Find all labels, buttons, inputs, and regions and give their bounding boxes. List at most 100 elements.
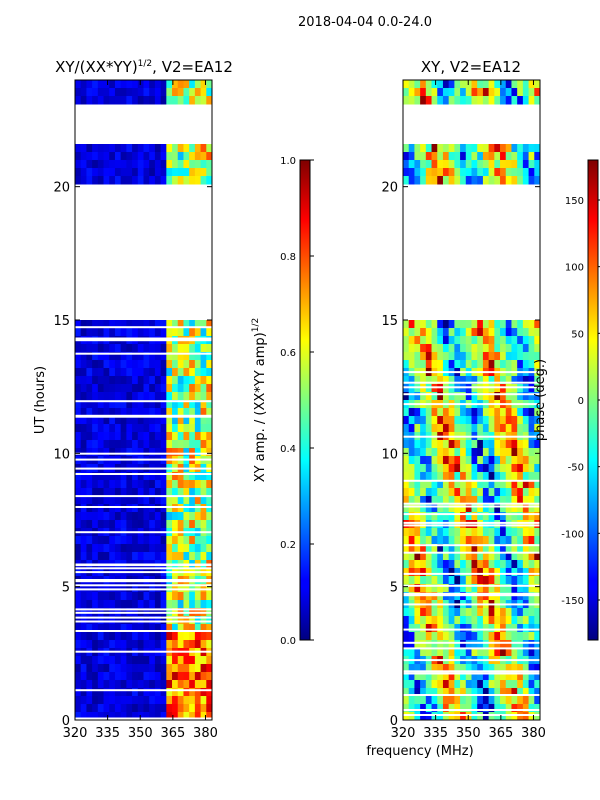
heatmap-cell: [465, 576, 472, 585]
heatmap-cell: [494, 488, 501, 497]
heatmap-cell: [97, 448, 105, 457]
heatmap-cell: [500, 488, 507, 497]
heatmap-cell: [437, 640, 444, 649]
flagged-row: [403, 670, 540, 673]
heatmap-cell: [149, 352, 156, 361]
heatmap-cell: [189, 392, 196, 401]
heatmap-cell: [172, 520, 179, 529]
heatmap-cell: [120, 672, 127, 681]
heatmap-cell: [431, 608, 438, 617]
heatmap-cell: [454, 608, 461, 617]
heatmap-cell: [126, 416, 133, 425]
heatmap-cell: [143, 704, 150, 713]
heatmap-cell: [149, 176, 156, 185]
heatmap-cell: [200, 176, 207, 185]
heatmap-cell: [477, 584, 484, 593]
heatmap-cell: [189, 656, 196, 665]
heatmap-cell: [189, 504, 196, 513]
heatmap-cell: [465, 456, 472, 465]
heatmap-cell: [194, 664, 202, 673]
heatmap-cell: [500, 704, 507, 713]
heatmap-cell: [511, 552, 518, 561]
heatmap-cell: [172, 176, 179, 185]
heatmap-cell: [160, 552, 167, 561]
heatmap-cell: [494, 520, 501, 529]
heatmap-cell: [143, 424, 150, 433]
heatmap-cell: [408, 504, 415, 513]
heatmap-cell: [425, 568, 433, 577]
heatmap-cell: [80, 368, 87, 377]
heatmap-cell: [460, 576, 467, 585]
heatmap-cell: [442, 528, 450, 537]
heatmap-cell: [517, 640, 524, 649]
heatmap-cell: [149, 680, 156, 689]
heatmap-cell: [75, 144, 82, 153]
heatmap-cell: [534, 472, 540, 481]
heatmap-cell: [528, 520, 535, 529]
heatmap-cell: [408, 520, 415, 529]
heatmap-cell: [114, 480, 122, 489]
heatmap-cell: [431, 488, 438, 497]
heatmap-cell: [143, 176, 150, 185]
heatmap-cell: [154, 368, 162, 377]
heatmap-cell: [160, 144, 167, 153]
heatmap-cell: [183, 416, 190, 425]
heatmap-cell: [477, 448, 484, 457]
heatmap-cell: [477, 360, 484, 369]
heatmap-cell: [194, 496, 202, 505]
heatmap-cell: [126, 584, 133, 593]
heatmap-cell: [431, 152, 438, 161]
heatmap-cell: [86, 704, 93, 713]
heatmap-cell: [143, 144, 150, 153]
heatmap-cell: [420, 376, 427, 385]
heatmap-cell: [482, 712, 490, 720]
heatmap-cell: [97, 536, 105, 545]
heatmap-cell: [522, 360, 530, 369]
heatmap-cell: [206, 704, 212, 713]
heatmap-cell: [442, 376, 450, 385]
heatmap-cell: [448, 464, 455, 473]
heatmap-cell: [517, 480, 524, 489]
heatmap-cell: [431, 528, 438, 537]
heatmap-cell: [97, 392, 105, 401]
heatmap-cell: [75, 352, 82, 361]
heatmap-cell: [97, 360, 105, 369]
heatmap-cell: [206, 504, 212, 513]
heatmap-cell: [465, 496, 472, 505]
heatmap-cell: [460, 680, 467, 689]
heatmap-cell: [137, 96, 144, 105]
heatmap-cell: [160, 160, 167, 169]
heatmap-cell: [92, 360, 99, 369]
heatmap-cell: [194, 360, 202, 369]
heatmap-cell: [437, 328, 444, 337]
heatmap-cell: [97, 416, 105, 425]
heatmap-cell: [477, 464, 484, 473]
heatmap-cell: [403, 96, 410, 105]
heatmap-cell: [482, 568, 490, 577]
heatmap-cell: [143, 656, 150, 665]
heatmap-cell: [137, 424, 144, 433]
heatmap-cell: [482, 680, 490, 689]
heatmap-cell: [200, 152, 207, 161]
heatmap-cell: [517, 488, 524, 497]
heatmap-cell: [477, 328, 484, 337]
heatmap-cell: [522, 416, 530, 425]
heatmap-cell: [454, 376, 461, 385]
heatmap-cell: [420, 416, 427, 425]
heatmap-cell: [149, 344, 156, 353]
heatmap-cell: [86, 696, 93, 705]
heatmap-cell: [132, 600, 139, 609]
heatmap-cell: [437, 416, 444, 425]
heatmap-cell: [431, 424, 438, 433]
heatmap-cell: [437, 632, 444, 641]
colorbar-tick-label: -50: [568, 463, 584, 474]
heatmap-cell: [177, 680, 184, 689]
heatmap-cell: [414, 688, 421, 697]
heatmap-cell: [448, 496, 455, 505]
heatmap-cell: [442, 672, 450, 681]
heatmap-cell: [80, 152, 87, 161]
heatmap-cell: [494, 416, 501, 425]
heatmap-cell: [109, 640, 116, 649]
heatmap-cell: [522, 408, 530, 417]
heatmap-cell: [517, 648, 524, 657]
